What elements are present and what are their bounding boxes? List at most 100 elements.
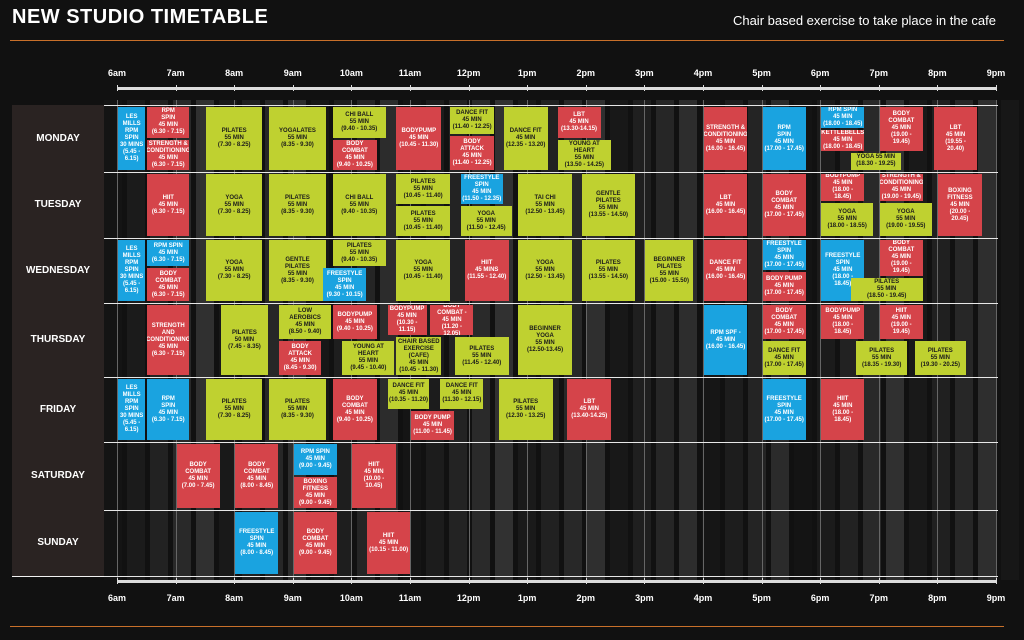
- class-block[interactable]: RPM SPF - 45 MIN (16.00 - 16.45): [704, 305, 748, 375]
- class-block[interactable]: TAI CHI 55 MIN (12.50 - 13.45): [518, 174, 572, 236]
- class-block[interactable]: RPM SPIN 45 MIN (9.00 - 9.45): [293, 444, 337, 475]
- class-block[interactable]: FREESTYLE SPIN 45 MIN (17.00 - 17.45): [762, 379, 806, 440]
- class-block[interactable]: HIIT 45 MIN (18.00 - 18.45): [821, 379, 865, 440]
- class-block[interactable]: LES MILLS RPM SPIN 30 MINS (5.45 - 6.15): [118, 107, 146, 170]
- class-block[interactable]: BODYPUMP 45 MIN (18.00 - 18.45): [821, 305, 865, 339]
- class-block[interactable]: BODY COMBAT 45 MIN (6.30 - 7.15): [147, 268, 190, 301]
- class-block[interactable]: HIIT 45 MINS (11.55 - 12.40): [464, 240, 509, 301]
- class-block[interactable]: BODYPUMP 45 MIN (10.30 - 11.15): [387, 305, 427, 336]
- class-block[interactable]: RPM SPIN 45 MIN (6.30 - 7.15): [147, 379, 190, 440]
- class-block[interactable]: PILATES 55 MIN (10.45 - 11.40): [396, 206, 450, 236]
- class-block[interactable]: YOGA 55 MIN (19.00 - 19.55): [879, 202, 932, 236]
- class-block[interactable]: YOGA 55 MIN (10.45 - 11.40): [396, 240, 450, 301]
- class-block[interactable]: PILATES 55 MIN (18.35 - 19.30): [856, 341, 908, 375]
- class-block[interactable]: LBT 45 MIN (13.40-14.25): [567, 379, 612, 440]
- class-block[interactable]: RPM SPIN 45 MIN (6.30 - 7.15): [147, 240, 190, 267]
- class-block[interactable]: GENTLE PILATES 55 MIN (13.55 - 14.50): [582, 174, 635, 236]
- time-label: 7am: [166, 68, 185, 78]
- class-block[interactable]: PILATES 55 MIN (8.35 - 9.30): [269, 174, 326, 236]
- class-block[interactable]: CHI BALL 55 MIN (9.40 - 10.35): [333, 107, 386, 138]
- class-block[interactable]: LBT 45 MIN (16.00 - 16.45): [704, 174, 748, 236]
- time-axis-line: [117, 580, 996, 583]
- class-block[interactable]: GENTLE PILATES 55 MIN (8.35 - 9.30): [269, 240, 326, 301]
- class-block[interactable]: DANCE FIT 45 MIN (11.30 - 12.15): [440, 379, 484, 409]
- class-block[interactable]: HIIT 45 MIN (6.30 - 7.15): [147, 174, 190, 236]
- class-block[interactable]: FREESTYLE SPIN 45 MIN (17.00 - 17.45): [762, 240, 806, 270]
- class-block[interactable]: DANCE FIT 45 MIN (16.00 - 16.45): [704, 240, 748, 301]
- class-block[interactable]: STRENGTH & CONDITIONING 45 MIN (6.30 - 7…: [147, 139, 190, 170]
- class-block[interactable]: YOGA 55 MIN (18.00 - 18.55): [821, 202, 874, 236]
- class-block[interactable]: YOGA 55 MIN (11.50 - 12.45): [460, 206, 512, 236]
- class-block[interactable]: PILATES 55 MIN (10.45 - 11.40): [396, 174, 450, 204]
- class-block[interactable]: BODY COMBAT 45 MIN (8.00 - 8.45): [235, 444, 279, 508]
- class-block[interactable]: PILATES 55 MIN (19.30 - 20.25): [914, 341, 966, 375]
- class-block[interactable]: PILATES 55 MIN (11.45 - 12.40): [454, 337, 509, 375]
- class-block[interactable]: LBT 45 MIN (13.30-14.15): [557, 107, 601, 138]
- class-block[interactable]: BEGINNER YOGA 55 MIN (12.50-13.45): [518, 305, 572, 375]
- time-label: 1pm: [517, 68, 537, 78]
- class-block[interactable]: LES MILLS RPM SPIN 30 MINS (5.45 - 6.15): [118, 240, 146, 301]
- class-block[interactable]: BODY ATTACK 45 MIN (8.45 - 9.30): [279, 341, 322, 375]
- hour-gridline: [703, 100, 704, 578]
- class-block[interactable]: BEGINNER PILATES 55 MIN (15.00 - 15.50): [645, 240, 694, 301]
- class-block[interactable]: PILATES 55 MIN (7.30 - 8.25): [205, 107, 263, 170]
- day-cell: [12, 172, 104, 239]
- class-block[interactable]: BODY COMBAT 45 MIN (19.00 - 19.45): [879, 240, 923, 276]
- class-block[interactable]: YOGALATES 55 MIN (8.35 - 9.30): [269, 107, 326, 170]
- class-block[interactable]: BODY ATTACK 45 MIN (11.40 - 12.25): [450, 136, 494, 170]
- class-block[interactable]: BODY COMBAT 45 MIN (9.00 - 9.45): [293, 512, 337, 574]
- class-block[interactable]: LES MILLS RPM SPIN 30 MINS (5.45 - 6.15): [118, 379, 146, 440]
- class-block[interactable]: BOXING FITNESS 45 MIN (20.00 - 20.45): [938, 174, 982, 236]
- class-block[interactable]: FREESTYLE SPIN 45 MIN (11.50 - 12.35): [460, 174, 503, 204]
- class-block[interactable]: DANCE FIT 45 MIN (17.00 - 17.45): [762, 341, 806, 375]
- class-block[interactable]: BODYPUMP 45 MIN (18.00 - 18.45): [821, 174, 865, 201]
- time-label: 6pm: [810, 68, 830, 78]
- class-block[interactable]: YOGA 55 MIN (7.30 - 8.25): [205, 240, 263, 301]
- class-block[interactable]: FREESTYLE SPIN 45 MIN (8.00 - 8.45): [235, 512, 279, 574]
- class-block[interactable]: YOGA 55 MIN (18.30 - 19.25): [850, 152, 902, 170]
- class-block[interactable]: BODY COMBAT - 45 MIN (11.20 - 12.05): [430, 305, 474, 336]
- class-block[interactable]: BOXING FITNESS 45 MIN (9.00 - 9.45): [293, 477, 337, 508]
- class-block[interactable]: LOW AEROBICS 45 MIN (8.50 - 9.40): [279, 305, 332, 339]
- class-block[interactable]: RPM SPIN 45 MIN (6.30 - 7.15): [147, 107, 190, 138]
- class-block[interactable]: STRENGTH & CONDITIONING 45 MIN (16.00 - …: [704, 107, 748, 170]
- class-block[interactable]: PILATES 55 MIN (18.50 - 19.45): [850, 277, 923, 301]
- class-block[interactable]: DANCE FIT 45 MIN (12.35 - 13.20): [503, 107, 548, 170]
- class-block[interactable]: BODY COMBAT 45 MIN (9.40 - 10.25): [333, 139, 377, 170]
- class-block[interactable]: PILATES 55 MIN (9.40 - 10.35): [333, 240, 386, 267]
- class-block[interactable]: PILATES 50 MIN (7.45 - 8.35): [220, 305, 269, 375]
- class-block[interactable]: KETTLEBELLS 45 MIN (18.00 - 18.45): [821, 129, 865, 151]
- class-block[interactable]: YOGA 55 MIN (7.30 - 8.25): [205, 174, 263, 236]
- time-label: 3pm: [635, 68, 654, 78]
- class-block[interactable]: HIIT 45 MIN (10.15 - 11.00): [367, 512, 411, 574]
- class-block[interactable]: YOGA 55 MIN (12.50 - 13.45): [518, 240, 572, 301]
- class-block[interactable]: STRENGTH & CONDITIONING 45 MIN (19.00 - …: [879, 174, 923, 201]
- class-block[interactable]: BODY COMBAT 45 MIN (17.00 - 17.45): [762, 174, 806, 236]
- class-block[interactable]: PILATES 55 MIN (7.30 - 8.25): [205, 379, 263, 440]
- class-block[interactable]: BODY COMBAT 45 MIN (9.40 - 10.25): [333, 379, 377, 440]
- day-cell: [12, 105, 104, 173]
- class-block[interactable]: BODY PUMP 45 MIN (17.00 - 17.45): [762, 271, 806, 301]
- class-block[interactable]: PILATES 55 MIN (8.35 - 9.30): [269, 379, 326, 440]
- class-block[interactable]: FREESTYLE SPIN 45 MIN (9.30 - 10.15): [323, 268, 367, 301]
- class-block[interactable]: CHAIR BASED EXERCISE (CAFE) 45 MIN (10.4…: [396, 337, 442, 375]
- class-block[interactable]: DANCE FIT 45 MIN (11.40 - 12.25): [450, 107, 494, 135]
- class-block[interactable]: CHI BALL 55 MIN (9.40 - 10.35): [333, 174, 386, 236]
- class-block[interactable]: HIIT 45 MIN (19.00 - 19.45): [879, 305, 923, 339]
- class-block[interactable]: BODY COMBAT 45 MIN (17.00 - 17.45): [762, 305, 806, 339]
- class-block[interactable]: PILATES 55 MIN (12.30 - 13.25): [498, 379, 553, 440]
- class-block[interactable]: PILATES 55 MIN (13.55 - 14.50): [582, 240, 635, 301]
- class-block[interactable]: YOUNG AT HEART 55 MIN (13.50 - 14.25): [557, 139, 612, 170]
- class-block[interactable]: LBT 45 MIN (19.55 - 20.40): [933, 107, 978, 170]
- class-block[interactable]: BODY PUMP 45 MIN (11.00 - 11.45): [411, 410, 455, 440]
- class-block[interactable]: BODYPUMP 45 MIN (9.40 - 10.25): [333, 305, 377, 339]
- class-block[interactable]: STRENGTH AND CONDITIONING 45 MIN (6.30 -…: [147, 305, 190, 375]
- class-block[interactable]: RPM SPIN 45 MIN (18.00 - 18.45): [821, 107, 865, 128]
- class-block[interactable]: RPM SPIN 45 MIN (17.00 - 17.45): [762, 107, 806, 170]
- class-block[interactable]: BODY COMBAT 45 MIN (7.00 - 7.45): [176, 444, 220, 508]
- class-block[interactable]: YOUNG AT HEART 55 MIN (9.45 - 10.40): [342, 341, 395, 375]
- class-block[interactable]: BODYPUMP 45 MIN (10.45 - 11.30): [396, 107, 442, 170]
- class-block[interactable]: BODY COMBAT 45 MIN (19.00 - 19.45): [879, 107, 923, 151]
- class-block[interactable]: DANCE FIT 45 MIN (10.35 - 11.20): [387, 379, 430, 409]
- class-block[interactable]: HIIT 45 MIN (10.00 - 10.45): [352, 444, 396, 508]
